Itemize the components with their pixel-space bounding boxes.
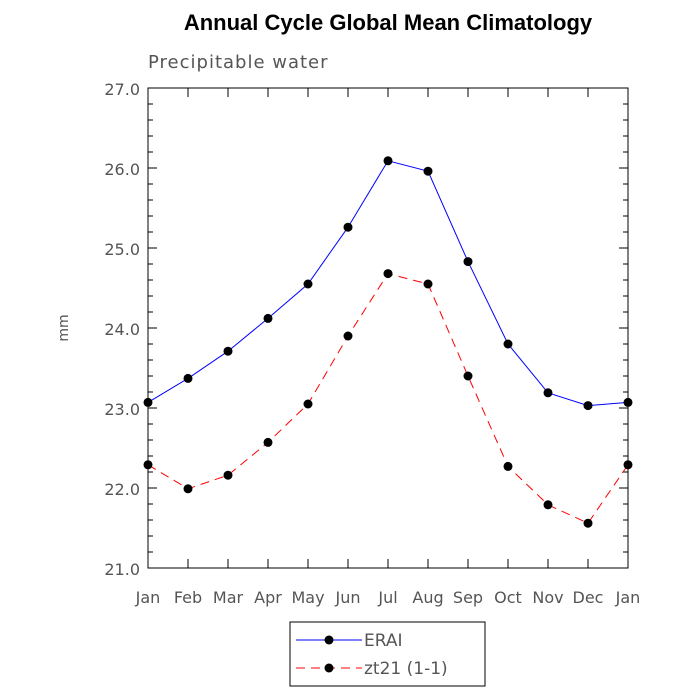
chart-subtitle: Precipitable water — [148, 52, 329, 73]
legend-marker-1 — [324, 663, 334, 673]
series-line-0 — [147, 160, 629, 407]
series-group — [143, 156, 633, 528]
series-1-point — [503, 461, 513, 471]
x-tick-labels: Jan Feb Mar Apr May Jun Jul Aug Sep Oct Nov Dec Jan — [135, 588, 641, 607]
series-1-point — [343, 331, 353, 341]
legend: ERAI zt21 (1-1) — [289, 621, 486, 687]
x-tick-label: Jan — [135, 588, 161, 607]
series-0-point — [583, 401, 593, 411]
legend-label-1: zt21 (1-1) — [364, 659, 448, 679]
x-tick-label: Apr — [254, 588, 282, 607]
y-tick-label: 27.0 — [104, 80, 140, 99]
y-tick-label: 25.0 — [104, 240, 140, 259]
x-tick-label: Feb — [174, 588, 202, 607]
y-tick-labels: 21.0 22.0 23.0 24.0 25.0 26.0 27.0 — [104, 80, 140, 579]
series-1-point — [543, 500, 553, 510]
series-1-point — [303, 399, 313, 409]
x-tick-label: Jul — [377, 588, 397, 607]
series-1-point — [143, 460, 153, 470]
series-1-point — [623, 460, 633, 470]
y-tick-label: 23.0 — [104, 400, 140, 419]
x-tick-label: Jun — [335, 588, 361, 607]
legend-marker-0 — [324, 635, 334, 645]
series-line-1 — [147, 273, 629, 524]
x-tick-label: Nov — [532, 588, 563, 607]
x-tick-label: Jan — [615, 588, 641, 607]
legend-label-0: ERAI — [364, 631, 403, 651]
series-1-point — [183, 484, 193, 494]
series-0-point — [543, 388, 553, 398]
series-0-point — [303, 279, 313, 289]
y-tick-label: 26.0 — [104, 160, 140, 179]
series-0-point — [623, 397, 633, 407]
legend-box — [289, 621, 486, 687]
series-0-point — [143, 397, 153, 407]
x-tick-label: Aug — [412, 588, 443, 607]
series-1-point — [263, 437, 273, 447]
x-tick-label: Mar — [213, 588, 244, 607]
series-1-point — [463, 371, 473, 381]
series-0-point — [183, 373, 193, 383]
series-1-point — [423, 279, 433, 289]
chart-title: Annual Cycle Global Mean Climatology — [184, 10, 593, 35]
series-0-point — [223, 346, 233, 356]
series-0-point — [343, 222, 353, 232]
series-0-point — [503, 339, 513, 349]
y-tick-label: 22.0 — [104, 480, 140, 499]
series-1-point — [583, 518, 593, 528]
series-0-point — [383, 156, 393, 166]
x-tick-label: Sep — [453, 588, 483, 607]
x-tick-label: May — [291, 588, 324, 607]
series-1-point — [383, 269, 393, 279]
y-axis-label: mm — [56, 314, 72, 341]
x-tick-label: Oct — [494, 588, 522, 607]
series-0-point — [463, 257, 473, 267]
series-0-point — [423, 166, 433, 176]
series-0-point — [263, 313, 273, 323]
plot-axes — [147, 87, 629, 569]
y-tick-label: 24.0 — [104, 320, 140, 339]
x-tick-label: Dec — [573, 588, 604, 607]
series-1-point — [223, 470, 233, 480]
y-tick-label: 21.0 — [104, 560, 140, 579]
